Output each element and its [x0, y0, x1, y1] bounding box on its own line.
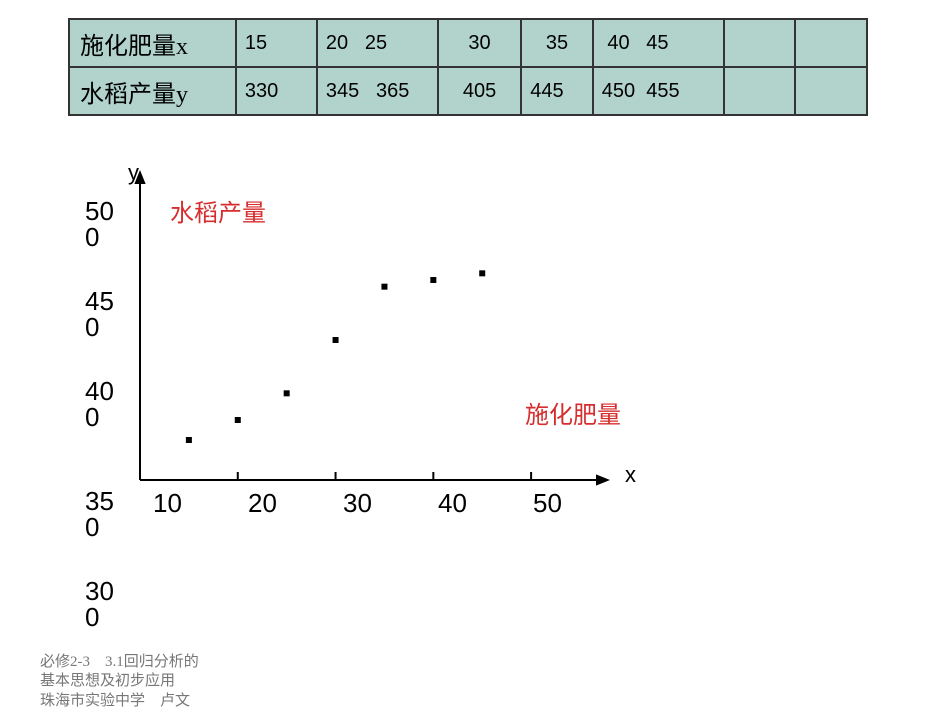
cell-y-0: 330: [236, 67, 317, 115]
data-table: 施化肥量x 15 20 25 30 35 40 45 水稻产量y 330 345…: [68, 18, 868, 116]
cell-y-3: 405: [438, 67, 521, 115]
cell-x-3: 30: [438, 19, 521, 67]
x-tick-30: 30: [343, 488, 372, 519]
row-x-header: 施化肥量x: [69, 19, 236, 67]
x-tick-10: 10: [153, 488, 182, 519]
cell-empty: [795, 19, 867, 67]
cell-x-12: 20 25: [317, 19, 438, 67]
x-tick-40: 40: [438, 488, 467, 519]
footer-text: 必修2-3 3.1回归分析的 基本思想及初步应用 珠海市实验中学 卢文: [40, 653, 199, 712]
footer-line2: 基本思想及初步应用: [40, 672, 199, 692]
footer-line1: 必修2-3 3.1回归分析的: [40, 653, 199, 673]
table: 施化肥量x 15 20 25 30 35 40 45 水稻产量y 330 345…: [68, 18, 868, 116]
cell-y-12: 345 365: [317, 67, 438, 115]
cell-empty: [724, 67, 796, 115]
cell-x-56: 40 45: [593, 19, 724, 67]
x-tick-50: 50: [533, 488, 562, 519]
y-tick-300: 300: [85, 578, 130, 630]
scatter-chart: y 500 450 400 350 300 水稻产量 施化肥量 10 20 30…: [40, 160, 740, 600]
cell-y-4: 445: [521, 67, 593, 115]
footer-line3: 珠海市实验中学 卢文: [40, 692, 199, 712]
table-row: 施化肥量x 15 20 25 30 35 40 45: [69, 19, 867, 67]
row-y-header: 水稻产量y: [69, 67, 236, 115]
x-axis-letter: x: [625, 462, 636, 488]
cell-y-56: 450 455: [593, 67, 724, 115]
cell-x-4: 35: [521, 19, 593, 67]
table-row: 水稻产量y 330 345 365 405 445 450 455: [69, 67, 867, 115]
cell-empty: [724, 19, 796, 67]
cell-empty: [795, 67, 867, 115]
x-tick-20: 20: [248, 488, 277, 519]
cell-x-0: 15: [236, 19, 317, 67]
